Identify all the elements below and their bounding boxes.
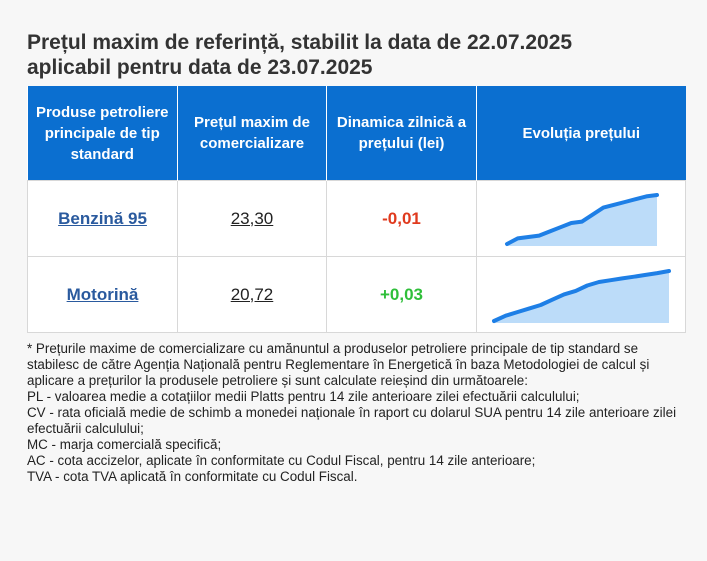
price-value: 20,72 [230, 284, 274, 304]
price-table: Produse petroliere principale de tip sta… [27, 86, 686, 333]
price-evolution-sparkline [505, 193, 659, 246]
header-price-evolution: Evoluția prețului [476, 86, 686, 181]
product-link-motorina[interactable]: Motorină [66, 284, 139, 304]
footnotes: * Prețurile maxime de comercializare cu … [27, 341, 685, 485]
price-evolution-sparkline [492, 269, 671, 323]
title-line-1: Prețul maxim de referință, stabilit la d… [27, 31, 573, 54]
header-products: Produse petroliere principale de tip sta… [27, 86, 178, 181]
price-value: 23,30 [230, 208, 274, 228]
daily-dynamic-value: -0,01 [382, 208, 421, 228]
sparkline-area [494, 271, 669, 323]
page-title: Prețul maxim de referință, stabilit la d… [27, 30, 685, 80]
footnote-intro: * Prețurile maxime de comercializare cu … [27, 341, 650, 388]
sparkline-area [507, 195, 657, 246]
product-link-benzina[interactable]: Benzină 95 [58, 208, 147, 228]
sparkline-line [492, 269, 671, 323]
footnote-tva: TVA - cota TVA aplicată în conformitate … [27, 469, 358, 484]
footnote-cv: CV - rata oficială medie de schimb a mon… [27, 405, 677, 436]
footnote-mc: MC - marja comercială specifică; [27, 437, 222, 452]
header-daily-dynamic: Dinamica zilnică a prețului (lei) [326, 86, 477, 181]
header-max-price: Prețul maxim de comercializare [177, 86, 327, 181]
price-widget: Prețul maxim de referință, stabilit la d… [27, 30, 686, 485]
title-line-2: aplicabil pentru data de 23.07.2025 [27, 56, 373, 79]
footnote-ac: AC - cota accizelor, aplicate în conform… [27, 453, 536, 468]
table-header-row: Produse petroliere principale de tip sta… [27, 86, 686, 181]
table-row: Benzină 95 23,30 -0,01 [27, 180, 686, 257]
table-row: Motorină 20,72 +0,03 [27, 256, 686, 333]
daily-dynamic-value: +0,03 [379, 284, 423, 304]
footnote-pl: PL - valoarea medie a cotațiilor medii P… [27, 389, 580, 404]
sparkline-line [505, 193, 659, 246]
